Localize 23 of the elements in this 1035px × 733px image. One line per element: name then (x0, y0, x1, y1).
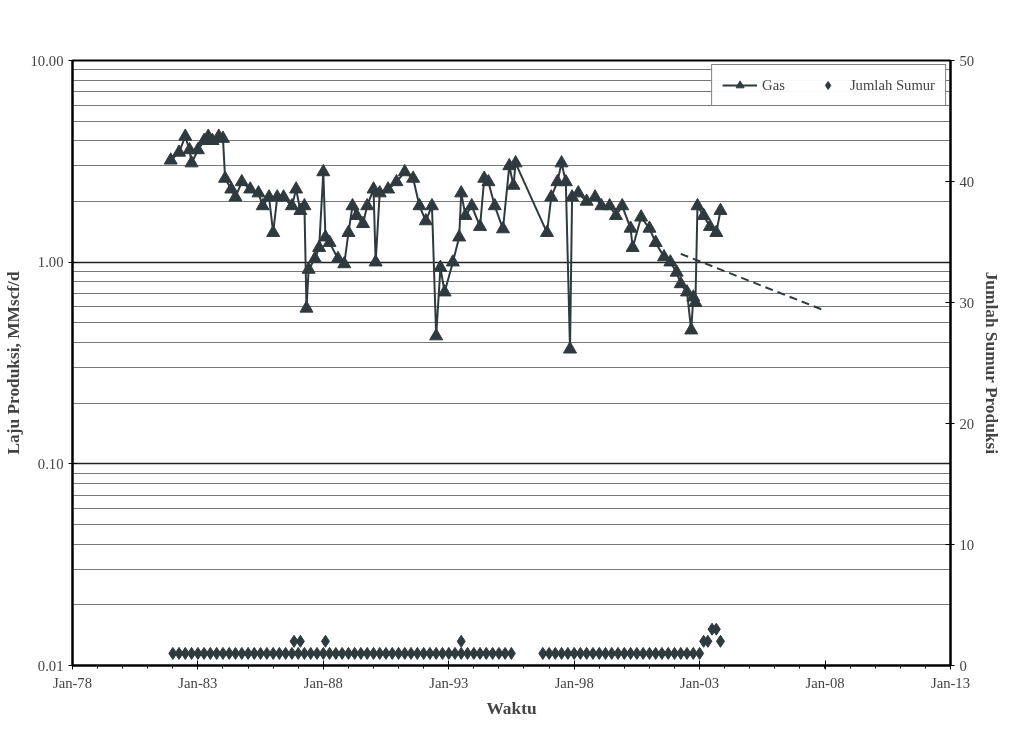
y-tick-label: 1.00 (37, 254, 64, 271)
x-tick-label: Jan-98 (554, 674, 594, 691)
y2-tick-label: 10 (959, 536, 975, 553)
legend-label: Gas (762, 76, 785, 94)
y2-tick-label: 50 (959, 52, 975, 69)
y2-tick-label: 0 (959, 657, 967, 674)
x-tick-label: Jan-78 (52, 674, 93, 691)
y-tick-label: 10.00 (30, 52, 64, 69)
y2-tick-label: 30 (959, 294, 975, 311)
legend-label: Jumlah Sumur (849, 76, 935, 94)
y-tick-label: 0.01 (37, 657, 64, 674)
x-tick-label: Jan-88 (303, 674, 343, 691)
x-tick-label: Jan-08 (805, 674, 845, 691)
x-axis-title: Waktu (486, 698, 537, 718)
y2-tick-label: 20 (959, 415, 975, 432)
x-tick-label: Jan-93 (429, 674, 469, 691)
y-tick-label: 0.10 (37, 455, 64, 472)
y2-axis-title: Jumlah Sumur Produksi (982, 271, 1002, 455)
y2-tick-label: 40 (959, 173, 975, 190)
y-axis-title: Laju Produksi, MMscf/d (3, 271, 23, 455)
x-tick-label: Jan-13 (930, 674, 971, 691)
x-tick-label: Jan-03 (680, 674, 720, 691)
x-tick-label: Jan-83 (178, 674, 218, 691)
